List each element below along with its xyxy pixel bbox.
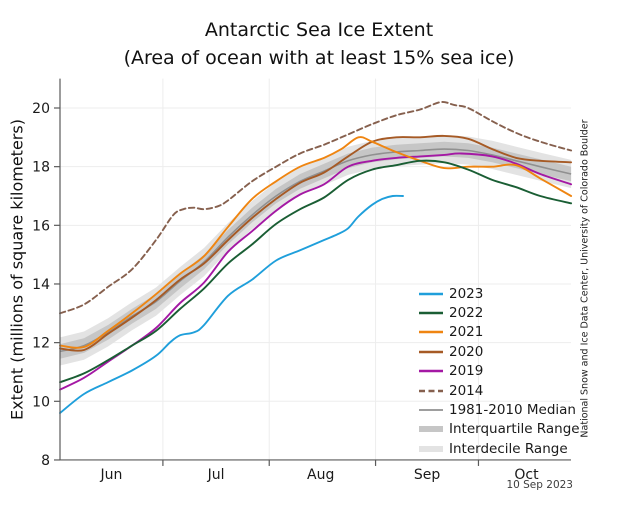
legend-swatch	[419, 409, 443, 411]
series-2014	[59, 101, 573, 315]
y-tick-label: 8	[41, 453, 50, 469]
date-label: 10 Sep 2023	[506, 479, 573, 491]
legend-label: 2019	[449, 363, 484, 380]
legend-swatch	[419, 331, 443, 334]
legend-swatch	[419, 350, 443, 354]
x-month-label: Aug	[307, 467, 334, 483]
legend-swatch	[419, 370, 443, 373]
legend-item-2022: 2022	[418, 303, 580, 322]
legend-item-2019: 2019	[418, 362, 580, 381]
legend-item-2014: 2014	[418, 381, 580, 400]
series-2019	[59, 152, 573, 391]
series-2023	[59, 194, 404, 414]
legend-item-1981-2010-median: 1981-2010 Median	[418, 400, 580, 419]
legend-item-2021: 2021	[418, 323, 580, 342]
legend-label: 2014	[449, 382, 484, 399]
legend: 2023 2022 2021 2020 2019 2014 1981-2010 Median…	[418, 284, 580, 459]
legend-label: 2020	[449, 343, 484, 360]
x-month-label: Jul	[207, 467, 225, 483]
legend-label: 2022	[449, 305, 484, 322]
x-month-label: Oct	[514, 467, 539, 483]
series-2021	[59, 136, 573, 349]
legend-label: 1981-2010 Median	[449, 402, 576, 419]
y-tick-label: 20	[32, 101, 50, 117]
legend-label: 2021	[449, 324, 484, 341]
chart-title: Antarctic Sea Ice Extent	[204, 19, 434, 41]
legend-label: 2023	[449, 285, 484, 302]
legend-label: Interquartile Range	[449, 421, 580, 438]
legend-swatch	[419, 311, 443, 315]
legend-item-2020: 2020	[418, 342, 580, 361]
series-2022	[59, 159, 573, 384]
legend-item-interdecile-range: Interdecile Range	[418, 439, 580, 458]
legend-swatch	[419, 426, 443, 433]
y-tick-label: 10	[32, 394, 50, 410]
y-tick-label: 12	[32, 336, 50, 352]
legend-item-interquartile-range: Interquartile Range	[418, 420, 580, 439]
y-tick-label: 16	[32, 218, 50, 234]
legend-swatch	[419, 445, 443, 452]
chart-subtitle: (Area of ocean with at least 15% sea ice…	[123, 47, 515, 69]
x-month-label: Sep	[414, 467, 441, 483]
series-2020	[59, 134, 573, 352]
legend-swatch	[419, 389, 443, 392]
legend-item-2023: 2023	[418, 284, 580, 303]
x-month-label: Jun	[100, 467, 123, 483]
y-tick-label: 14	[32, 277, 50, 293]
legend-swatch	[419, 292, 443, 295]
legend-label: Interdecile Range	[449, 440, 568, 457]
interquartile-band	[60, 141, 572, 359]
y-tick-label: 18	[32, 160, 50, 176]
credit-text: National Snow and Ice Data Center, Unive…	[579, 119, 591, 438]
title-block: Antarctic Sea Ice Extent (Area of ocean …	[0, 16, 638, 72]
